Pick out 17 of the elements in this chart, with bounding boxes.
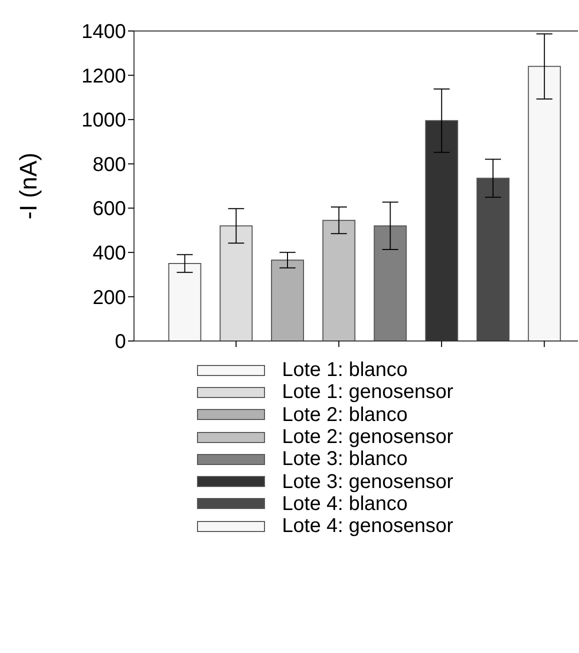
legend-label: Lote 1: genosensor bbox=[282, 381, 454, 404]
y-tick-label: 1400 bbox=[82, 21, 126, 44]
legend-label: Lote 1: blanco bbox=[282, 359, 408, 382]
y-tick-label: 1000 bbox=[82, 110, 126, 132]
y-axis-title: -I (nA) bbox=[16, 152, 43, 220]
y-tick-label: 600 bbox=[92, 198, 126, 220]
legend-label: Lote 2: blanco bbox=[282, 404, 408, 426]
y-tick-label: 800 bbox=[92, 154, 126, 176]
y-tick-label: 400 bbox=[92, 242, 126, 265]
y-tick-label: 200 bbox=[92, 286, 126, 309]
y-tick-label: 0 bbox=[114, 331, 126, 354]
legend-label: Lote 4: blanco bbox=[282, 492, 408, 515]
legend-label: Lote 3: blanco bbox=[282, 448, 408, 470]
legend-label: Lote 4: genosensor bbox=[282, 515, 454, 538]
legend-label: Lote 3: genosensor bbox=[282, 470, 454, 493]
y-tick-label: 1200 bbox=[82, 65, 126, 88]
legend-label: Lote 2: genosensor bbox=[282, 426, 454, 448]
